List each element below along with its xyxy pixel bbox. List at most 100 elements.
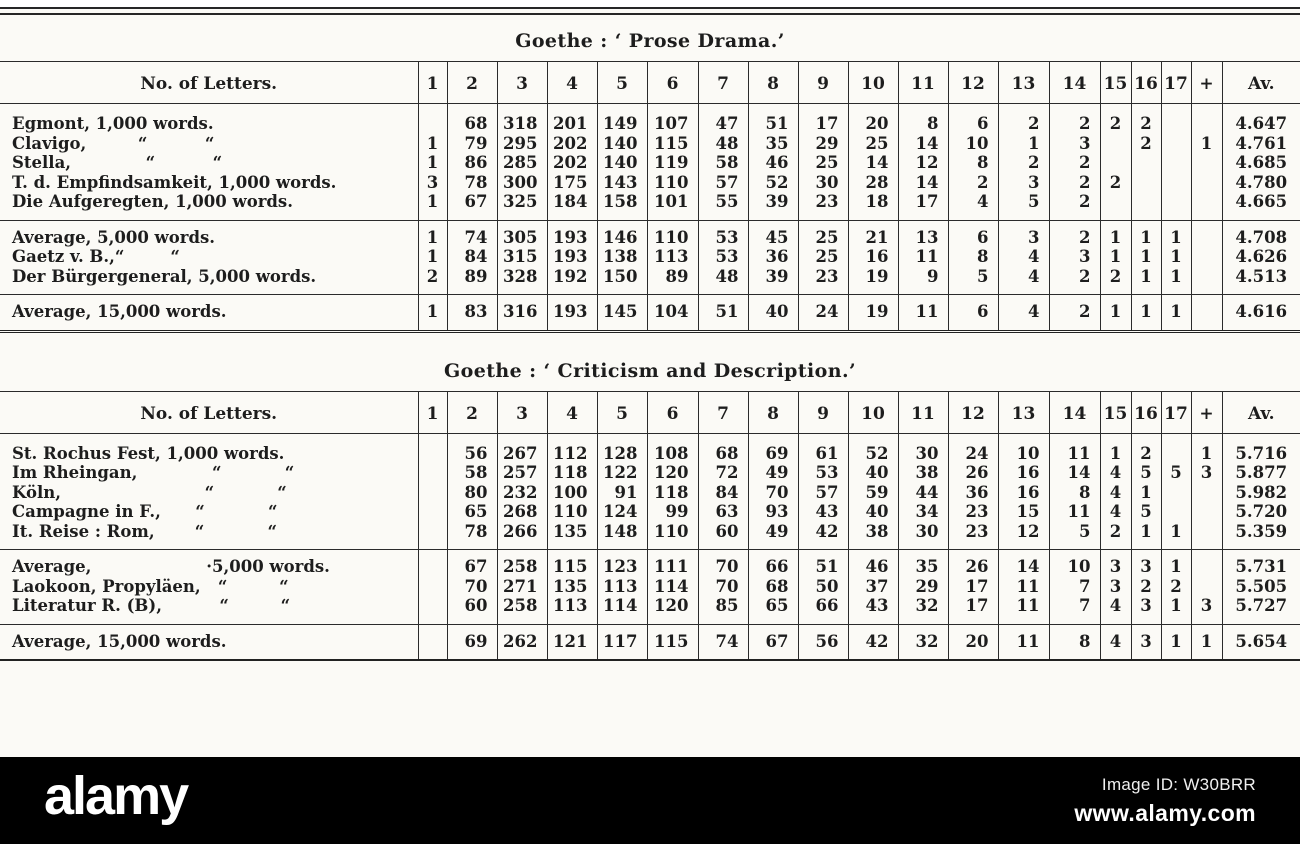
count-cell: 11 — [997, 623, 1049, 660]
table-row: It. Reise : Rom, “ “ 78 266 135 148 110 60 49 42… — [0, 521, 1300, 550]
count-cell: 49 — [747, 521, 798, 550]
average-cell: 4.685 — [1221, 153, 1300, 173]
count-cell: 17 — [797, 103, 848, 134]
count-cell: 175 — [546, 172, 597, 192]
count-cell: 315 — [496, 247, 547, 267]
count-cell: 118 — [546, 463, 597, 483]
average-cell: 4.780 — [1221, 172, 1300, 192]
count-cell: 110 — [546, 502, 597, 522]
column-header-12: 12 — [947, 391, 998, 434]
row-label: Gaetz v. B.,“ “ — [12, 247, 180, 266]
count-cell: 30 — [897, 521, 948, 550]
average-cell: 4.708 — [1221, 219, 1300, 247]
count-cell: 316 — [496, 294, 547, 331]
count-cell: 1 — [1160, 549, 1191, 577]
count-cell: 56 — [446, 433, 497, 463]
header-row: No. of Letters. 1 2 3 4 5 6 7 8 9 10 11 12 13 14 15 16 17… — [0, 391, 1300, 434]
count-cell: 1 — [1160, 266, 1191, 295]
count-cell: 68 — [446, 103, 497, 134]
count-cell — [417, 433, 447, 463]
count-cell: 5 — [1160, 463, 1191, 483]
count-cell: 4 — [997, 247, 1049, 267]
count-cell: 202 — [546, 133, 597, 153]
average-cell: 5.877 — [1221, 463, 1300, 483]
count-cell: 84 — [697, 482, 748, 502]
letters-column-header: No. of Letters. — [0, 61, 418, 104]
column-header-14: 14 — [1048, 61, 1100, 104]
table-row: T. d. Empfindsamkeit, 1,000 words. 3 78 300… — [0, 172, 1300, 192]
count-cell: 5 — [1048, 521, 1100, 550]
count-cell: 36 — [947, 482, 998, 502]
count-cell: 59 — [847, 482, 898, 502]
count-cell: 267 — [496, 433, 547, 463]
count-cell: 50 — [797, 576, 848, 596]
count-cell: 3 — [1190, 596, 1222, 624]
count-cell: 23 — [947, 502, 998, 522]
row-label: It. Reise : Rom, “ “ — [12, 521, 277, 541]
count-cell: 6 — [947, 294, 998, 331]
table-row: St. Rochus Fest, 1,000 words. 56 267 112 128… — [0, 433, 1300, 463]
count-cell: 32 — [897, 623, 948, 660]
count-cell: 60 — [446, 596, 497, 624]
column-header-3: 3 — [496, 61, 547, 104]
count-cell: 16 — [997, 482, 1049, 502]
count-cell: 2 — [1048, 219, 1100, 247]
count-cell: 112 — [546, 433, 597, 463]
count-cell: 145 — [596, 294, 647, 331]
count-cell: 51 — [797, 549, 848, 577]
count-cell: 1 — [1190, 433, 1222, 463]
section-gap — [0, 333, 1300, 345]
count-cell: 56 — [797, 623, 848, 660]
count-cell: 66 — [747, 549, 798, 577]
column-header-Av.: Av. — [1221, 391, 1300, 434]
alamy-logo: alamy — [44, 766, 189, 827]
count-cell — [1190, 576, 1222, 596]
count-cell — [1130, 192, 1161, 220]
count-cell: 115 — [646, 623, 698, 660]
count-cell: 17 — [897, 192, 948, 220]
count-cell: 46 — [847, 549, 898, 577]
count-cell: 14 — [897, 172, 948, 192]
prose-drama-table: No. of Letters. 1 2 3 4 5 6 7 8 9 10 11 12 13 14 15 16 17… — [0, 61, 1300, 333]
count-cell: 23 — [797, 266, 848, 295]
average-cell: 5.731 — [1221, 549, 1300, 577]
count-cell: 135 — [546, 576, 597, 596]
count-cell: 3 — [997, 172, 1049, 192]
count-cell: 4 — [1099, 623, 1131, 660]
count-cell: 93 — [747, 502, 798, 522]
count-cell — [417, 482, 447, 502]
count-cell: 6 — [947, 219, 998, 247]
count-cell: 36 — [747, 247, 798, 267]
count-cell: 3 — [1190, 463, 1222, 483]
count-cell: 258 — [496, 596, 547, 624]
header-row: No. of Letters. 1 2 3 4 5 6 7 8 9 10 11 12 13 14 15 16 17… — [0, 61, 1300, 104]
table-row: Laokoon, Propyläen, “ “70 271 135 113 114 70 6… — [0, 576, 1300, 596]
count-cell: 99 — [646, 502, 698, 522]
column-header-+: + — [1190, 391, 1222, 434]
count-cell: 32 — [897, 596, 948, 624]
count-cell: 1 — [417, 294, 447, 331]
column-header-7: 7 — [697, 61, 748, 104]
count-cell: 89 — [646, 266, 698, 295]
count-cell: 111 — [646, 549, 698, 577]
count-cell: 140 — [596, 133, 647, 153]
count-cell — [417, 521, 447, 550]
row-label: T. d. Empfindsamkeit, 1,000 words. — [12, 172, 337, 192]
average-cell: 4.647 — [1221, 103, 1300, 134]
count-cell — [1190, 247, 1222, 267]
count-cell: 1 — [1160, 596, 1191, 624]
count-cell: 3 — [1048, 133, 1100, 153]
count-cell: 110 — [646, 521, 698, 550]
count-cell: 10 — [997, 433, 1049, 463]
scanned-document-page: Goethe : ‘ Prose Drama.’ No. of Letters.… — [0, 7, 1300, 764]
row-label: Stella, “ “ — [12, 153, 223, 172]
count-cell: 2 — [1048, 172, 1100, 192]
column-header-17: 17 — [1160, 391, 1191, 434]
count-cell: 16 — [997, 463, 1049, 483]
count-cell: 1 — [1190, 623, 1222, 660]
count-cell: 3 — [1099, 576, 1131, 596]
count-cell: 4 — [997, 294, 1049, 331]
table-row: Literatur R. (B), “ “60 258 113 114 120 85 65 6… — [0, 596, 1300, 624]
count-cell: 1 — [1099, 247, 1131, 267]
count-cell: 184 — [546, 192, 597, 220]
